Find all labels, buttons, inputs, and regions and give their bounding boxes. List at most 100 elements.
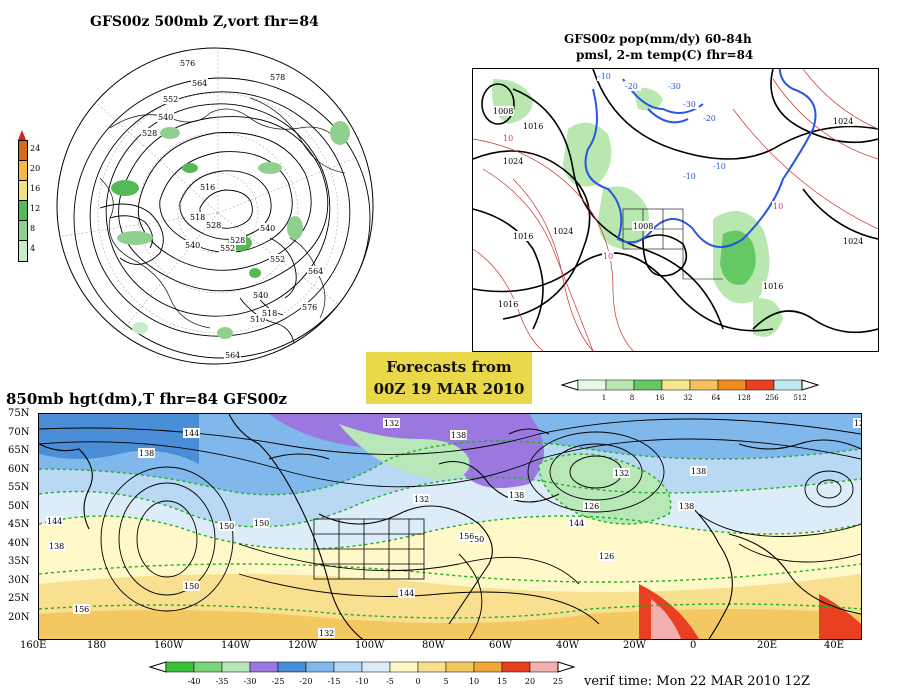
longitude-label: 160W	[154, 640, 184, 651]
colorbar-tick: 128	[737, 394, 750, 402]
latitude-label: 25N	[8, 593, 30, 604]
colorbar-tick: 1	[602, 394, 606, 402]
contour-label: 150	[219, 522, 234, 531]
contour-label: 528	[142, 129, 157, 138]
isobar-label: 1024	[503, 157, 523, 166]
latitude-label: 70N	[8, 426, 30, 438]
contour-label: 150	[184, 582, 199, 591]
colorbar-tick: -25	[272, 677, 285, 686]
contour-label: 138	[49, 542, 64, 551]
longitude-label: 140W	[221, 640, 251, 651]
isobar-label: 1024	[843, 237, 863, 246]
latitude-label: 60N	[8, 463, 30, 475]
contour-label: 132	[319, 629, 334, 638]
colorbar-tick: 12	[30, 204, 41, 213]
colorbar-tick: 20	[30, 164, 41, 173]
contour-label: 156	[74, 605, 89, 614]
contour-label: 518	[262, 309, 277, 318]
isobar-label: 1008	[633, 222, 653, 231]
longitude-label: 20W	[623, 640, 647, 651]
temperature-label: -30	[683, 100, 696, 109]
panel-850mb-title: 850mb hgt(dm),T fhr=84 GFS00z	[6, 390, 287, 408]
colorbar-swatch	[361, 661, 391, 673]
colorbar-swatch	[417, 661, 447, 673]
isobar-label: 1016	[763, 282, 783, 291]
contour-label: 576	[302, 303, 317, 312]
colorbar-tick: 8	[30, 224, 36, 233]
colorbar-tick: 25	[553, 677, 563, 686]
latitude-label: 50N	[8, 500, 30, 512]
colorbar-swatch	[18, 140, 28, 162]
isobar-label: 1016	[498, 300, 518, 309]
coastlines	[39, 414, 861, 639]
contour-label: 138	[679, 502, 694, 511]
colorbar-swatch	[18, 180, 28, 202]
colorbar-tick: 24	[30, 144, 41, 153]
contour-label: 540	[260, 224, 275, 233]
colorbar-tick: 4	[30, 244, 36, 253]
colorbar-swatch	[249, 661, 279, 673]
contour-label: 552	[220, 244, 235, 253]
temperature-colorbar: -40 -35 -30 -25 -20 -15 -10 -5 0 5 10 15 20 25	[148, 661, 576, 686]
contour-label: 132	[384, 419, 399, 428]
longitude-axis: 160E 180 160W 140W 120W 100W 80W 60W 40W 20W 0 20E 4…	[20, 640, 870, 656]
colorbar-swatch	[193, 661, 223, 673]
contour-label: 132	[614, 469, 629, 478]
latitude-label: 45N	[8, 519, 30, 530]
colorbar-arrow-left	[148, 661, 167, 673]
contour-label: 144	[184, 429, 199, 438]
colorbar-swatch	[165, 661, 195, 673]
colorbar-tick: -35	[216, 677, 229, 686]
colorbar-tick: -40	[188, 677, 201, 686]
contour-label: 144	[399, 589, 414, 598]
isobars	[473, 69, 878, 334]
isobar-label: 1024	[553, 227, 573, 236]
colorbar-tick: -20	[300, 677, 313, 686]
contour-label: 138	[451, 431, 466, 440]
colorbar-tick: -10	[356, 677, 369, 686]
colorbar-swatch	[773, 379, 803, 391]
contour-label: 126	[584, 502, 599, 511]
isobar-label: 1016	[513, 232, 533, 241]
contour-label: 528	[230, 236, 245, 245]
forecast-init-line2: 00Z 19 MAR 2010	[373, 380, 525, 398]
colorbar-swatch	[445, 661, 475, 673]
colorbar-tick: 0	[415, 677, 420, 686]
temperature-label: -20	[625, 82, 638, 91]
temperature-label: -10	[598, 72, 611, 81]
colorbar-arrow-right	[801, 379, 820, 391]
contour-label: 564	[225, 351, 240, 360]
colorbar-swatch	[473, 661, 503, 673]
contour-label: 510	[250, 315, 265, 324]
colorbar-swatch	[389, 661, 419, 673]
contour-label: 564	[308, 267, 323, 276]
contour-label: 516	[200, 183, 215, 192]
temperature-label: 10	[503, 134, 513, 143]
coastlines	[99, 97, 346, 329]
colorbar-tick: 5	[443, 677, 448, 686]
colorbar-tick: 8	[630, 394, 634, 402]
colorbar-swatch	[529, 661, 559, 673]
colorbar-tick: 512	[793, 394, 806, 402]
colorbar-tick: 16	[656, 394, 665, 402]
latitude-label: 65N	[8, 445, 30, 456]
colorbar-tick: 32	[684, 394, 693, 402]
verif-time: verif time: Mon 22 MAR 2010 12Z	[584, 674, 810, 689]
height-contours	[73, 77, 371, 359]
colorbar-swatch	[633, 379, 663, 391]
panel-pop-title-line2: pmsl, 2-m temp(C) fhr=84	[576, 48, 754, 62]
contour-label: 150	[469, 535, 484, 544]
contour-label: 126	[599, 552, 614, 561]
colorbar-swatch	[18, 220, 28, 242]
contour-label: 540	[158, 113, 173, 122]
colorbar-swatch	[605, 379, 635, 391]
isotherms	[39, 440, 861, 619]
colorbar-swatch	[305, 661, 335, 673]
freezing-line	[584, 69, 817, 248]
panel-pop-title-line1: GFS00z pop(mm/dy) 60-84h	[564, 32, 752, 46]
colorbar-swatch	[18, 240, 28, 262]
temperature-contours	[473, 69, 878, 351]
temperature-label: -30	[668, 82, 681, 91]
colorbar-swatch	[18, 160, 28, 182]
